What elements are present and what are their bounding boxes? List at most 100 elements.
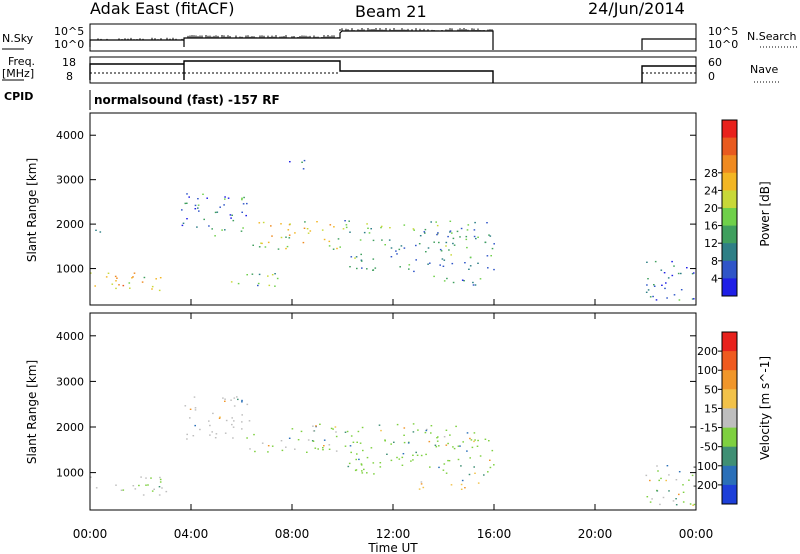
range-gate-cell xyxy=(464,487,466,489)
range-gate-cell xyxy=(356,453,358,455)
range-gate-cell xyxy=(461,279,464,281)
range-gate-cell xyxy=(413,270,415,273)
range-gate-cell xyxy=(363,231,366,234)
range-gate-cell xyxy=(461,479,464,482)
nave-tick-high: 60 xyxy=(708,56,722,69)
range-gate-cell xyxy=(245,214,247,217)
range-gate-cell xyxy=(196,226,198,228)
range-gate-cell xyxy=(452,237,455,240)
velocity-colorbar: Velocity [m s^-1] 200 100 50 15 -15 -50 -100 -2… xyxy=(693,331,772,505)
time-xlabel: Time UT xyxy=(367,541,418,554)
range-gate-cell xyxy=(330,427,333,430)
range-gate-cell xyxy=(645,474,648,477)
range-gate-cell xyxy=(656,490,659,492)
range-gate-cell xyxy=(241,399,243,402)
range-gate-cell xyxy=(211,228,213,230)
range-gate-cell xyxy=(116,277,118,279)
range-gate-cell xyxy=(671,260,673,263)
nave-label: Nave xyxy=(750,63,778,76)
range-gate-cell xyxy=(219,206,221,208)
range-gate-cell xyxy=(693,503,696,506)
range-gate-cell xyxy=(206,197,208,199)
range-gate-cell xyxy=(477,439,479,442)
range-gate-cell xyxy=(672,500,675,502)
range-gate-cell xyxy=(445,444,448,446)
range-gate-cell xyxy=(189,417,191,419)
colorbar-swatch xyxy=(722,260,737,279)
range-gate-cell xyxy=(425,429,428,432)
range-gate-cell xyxy=(484,438,487,440)
range-gate-cell xyxy=(363,468,365,471)
range-gate-cell xyxy=(438,445,440,447)
range-gate-cell xyxy=(645,291,648,293)
range-gate-cell xyxy=(268,284,271,287)
range-gate-cell xyxy=(242,227,244,229)
colorbar-frame xyxy=(721,331,738,505)
range-gate-cell xyxy=(151,288,153,290)
range-gate-cell xyxy=(465,238,468,241)
range-gate-cell xyxy=(693,298,695,300)
range-gate-cell xyxy=(215,433,218,435)
range-gate-cell xyxy=(484,241,487,243)
colorbar-tick-label: 28 xyxy=(704,167,718,180)
range-gate-cell xyxy=(443,463,446,465)
velocity-ylabel: Slant Range [km] xyxy=(25,360,39,464)
y-tick-label: 3000 xyxy=(56,174,84,187)
range-gate-cell xyxy=(372,269,374,271)
range-gate-cell xyxy=(415,259,417,261)
range-gate-cell xyxy=(194,204,197,207)
range-gate-cell xyxy=(344,431,347,433)
range-gate-cell xyxy=(374,267,377,269)
range-gate-cell xyxy=(457,445,460,447)
range-gate-cell xyxy=(302,168,305,170)
range-gate-cell xyxy=(647,289,650,291)
range-gate-cell xyxy=(357,430,360,433)
range-gate-cell xyxy=(660,269,663,271)
range-gate-cell xyxy=(211,431,213,433)
range-gate-cell xyxy=(489,466,492,469)
range-gate-cell xyxy=(140,476,142,478)
range-gate-cell xyxy=(202,193,204,195)
range-gate-cell xyxy=(667,277,670,279)
range-gate-cell xyxy=(115,287,117,290)
range-gate-cell xyxy=(488,234,490,236)
range-gate-cell xyxy=(403,247,406,249)
range-gate-cell xyxy=(680,272,682,275)
range-gate-cell xyxy=(361,426,364,429)
range-gate-cell xyxy=(400,245,403,247)
date-title: 24/Jun/2014 xyxy=(588,0,685,18)
range-gate-cell xyxy=(470,439,473,441)
range-gate-cell xyxy=(208,225,210,227)
range-gate-cell xyxy=(251,273,254,275)
range-gate-cell xyxy=(380,429,382,432)
range-gate-cell xyxy=(360,253,362,256)
range-gate-cell xyxy=(161,487,163,489)
range-gate-cell xyxy=(463,280,465,282)
range-gate-cell xyxy=(452,446,454,448)
range-gate-cell xyxy=(274,273,276,275)
range-gate-cell xyxy=(486,255,489,257)
range-gate-cell xyxy=(446,277,448,280)
noise-panel: N.Sky 10^5 10^0 10^5 10^0 N.Search xyxy=(2,23,797,52)
range-gate-cell xyxy=(422,486,425,489)
range-gate-cell xyxy=(328,448,331,450)
range-gate-cell xyxy=(285,236,287,238)
range-gate-cell xyxy=(493,464,495,466)
range-gate-cell xyxy=(134,488,137,490)
colorbar-tick-label: 16 xyxy=(704,220,718,233)
range-gate-cell xyxy=(424,232,426,234)
range-gate-cell xyxy=(429,262,431,264)
range-gate-cell xyxy=(471,446,474,449)
colorbar-swatch xyxy=(722,351,737,371)
y-tick-label: 1000 xyxy=(56,467,84,480)
colorbar-swatch xyxy=(722,427,737,448)
range-gate-cell xyxy=(224,432,227,434)
range-gate-cell xyxy=(435,446,438,448)
colorbar-swatch xyxy=(722,172,737,191)
range-gate-cell xyxy=(186,433,188,436)
colorbar-swatch xyxy=(722,243,737,262)
range-gate-cell xyxy=(192,435,195,437)
range-gate-cell xyxy=(181,209,183,211)
range-gate-cell xyxy=(466,246,468,249)
